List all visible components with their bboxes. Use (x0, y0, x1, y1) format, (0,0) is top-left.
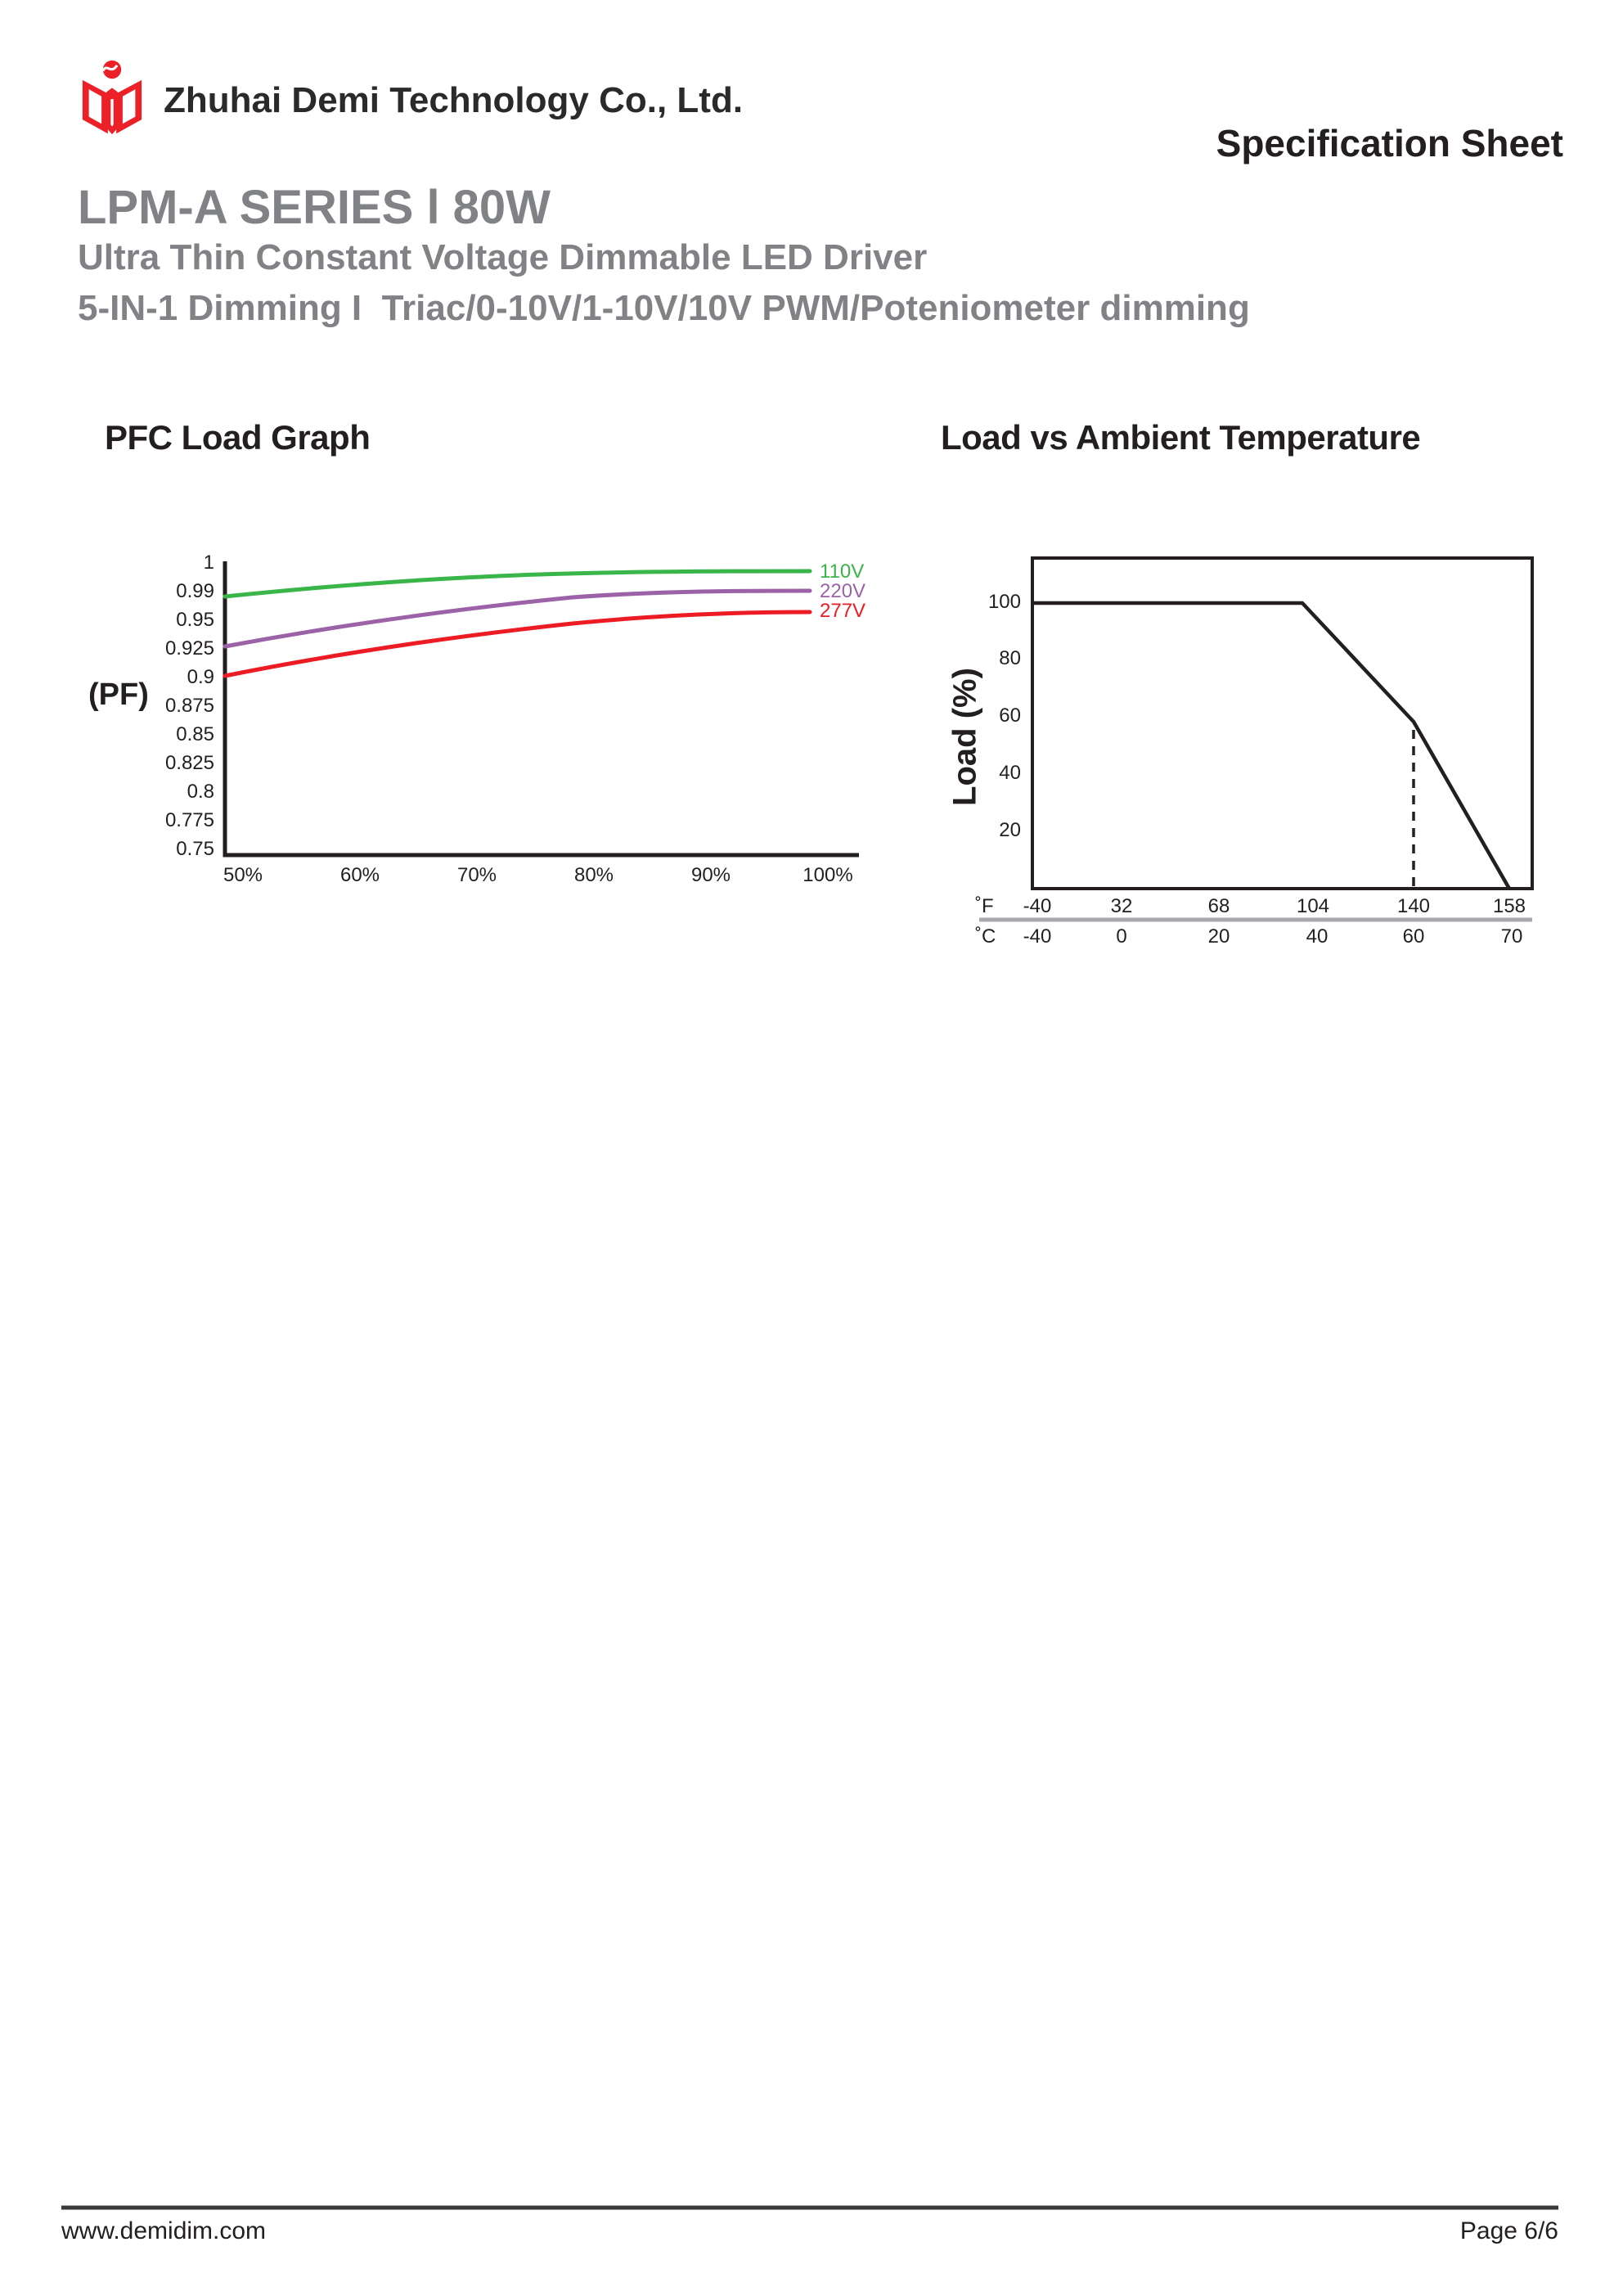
pfc-curve-277v (223, 610, 812, 678)
logo-right-panel (116, 79, 142, 134)
temp-f-tick: 140 (1396, 895, 1431, 917)
temp-f-tick: 104 (1296, 895, 1330, 917)
sheet-label: Specification Sheet (1216, 122, 1563, 164)
temp-f-tick: 32 (1110, 895, 1133, 917)
pfc-curve-110v (223, 569, 812, 599)
pfc-legend-277v: 277V (820, 600, 866, 622)
pfc-legend-220v: 220V (820, 580, 866, 602)
pfc-y-tick: 0.9 (187, 666, 214, 688)
pfc-y-tick: 0.8 (187, 781, 214, 803)
pfc-y-tick: 0.825 (164, 752, 214, 774)
pfc-y-tick: 0.85 (176, 723, 214, 745)
logo-swirl (101, 64, 119, 72)
pfc-y-tick: 1 (203, 551, 214, 574)
logo-left-panel (82, 79, 108, 134)
demi-logo-icon (82, 60, 142, 135)
temp-y-tick: 60 (999, 705, 1021, 727)
pfc-y-tick: 0.875 (164, 695, 214, 717)
pfc-curve-220v (223, 588, 812, 649)
temp-unit-f: ˚F (975, 895, 994, 917)
temp-c-tick: 60 (1402, 925, 1425, 948)
pfc-x-tick: 100% (803, 864, 853, 886)
temp-chart-title: Load vs Ambient Temperature (941, 418, 1421, 457)
temp-c-tick: 20 (1207, 925, 1230, 948)
pfc-chart-title: PFC Load Graph (105, 418, 371, 457)
series-title: LPM-A SERIES l 80W (78, 181, 551, 234)
pfc-legend-110v: 110V (820, 560, 865, 583)
temp-y-tick: 100 (987, 591, 1021, 613)
pfc-x-tick: 50% (223, 864, 263, 886)
temp-c-tick: 70 (1500, 925, 1523, 948)
temp-ylabel: Load (%) (946, 668, 983, 806)
subtitle-line1: Ultra Thin Constant Voltage Dimmable LED… (78, 237, 928, 277)
pfc-x-tick: 60% (339, 864, 380, 886)
pfc-axes (223, 561, 859, 858)
temp-derating-line (1032, 601, 1511, 890)
temp-chart-frame (1031, 556, 1534, 890)
pfc-y-tick: 0.775 (164, 809, 214, 831)
pfc-x-tick: 70% (456, 864, 497, 886)
temp-y-tick: 80 (999, 647, 1021, 669)
pfc-y-tick: 0.925 (164, 637, 214, 660)
pfc-y-tick: 0.95 (176, 609, 214, 631)
pfc-y-tick: 0.75 (176, 838, 214, 860)
logo-center-mark (106, 88, 118, 135)
footer-website: www.demidim.com (61, 2217, 267, 2244)
temp-unit-c: ˚C (975, 925, 996, 948)
company-name: Zhuhai Demi Technology Co., Ltd. (164, 80, 744, 120)
pfc-x-tick: 80% (573, 864, 614, 886)
temp-c-tick: 40 (1306, 925, 1329, 948)
subtitle-line2: 5-IN-1 Dimming I Triac/0-10V/1-10V/10V P… (78, 288, 1250, 328)
temp-y-tick: 20 (999, 819, 1021, 841)
temp-c-tick: 0 (1116, 925, 1127, 948)
pfc-y-tick: 0.99 (176, 580, 214, 602)
temp-f-tick: 158 (1492, 895, 1526, 917)
temp-y-tick: 40 (999, 762, 1021, 784)
footer-page-number: Page 6/6 (1459, 2217, 1558, 2244)
pfc-x-tick: 90% (690, 864, 731, 886)
temp-f-tick: -40 (1023, 895, 1052, 917)
pfc-ylabel: (PF) (88, 678, 149, 712)
temp-c-tick: -40 (1023, 925, 1052, 948)
temp-f-tick: 68 (1207, 895, 1230, 917)
